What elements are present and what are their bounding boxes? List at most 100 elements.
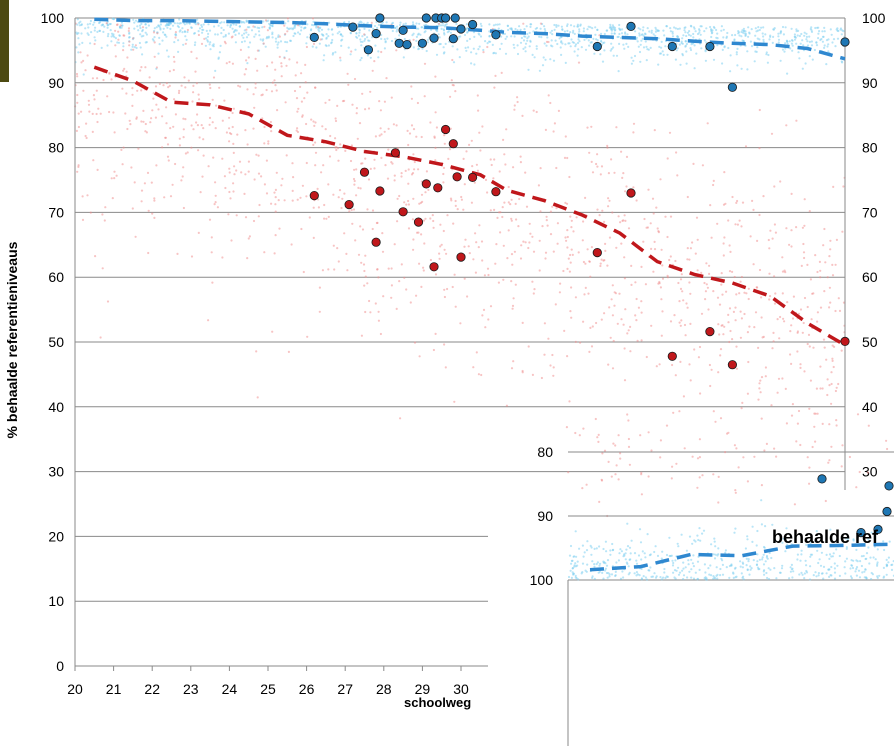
cloud-dot-red [544,251,548,254]
cloud-dot-blue [419,33,422,36]
cloud-dot-red [324,128,327,131]
cloud-dot-red [486,267,490,270]
data-point [398,207,408,217]
inset-cloud-dot [746,568,749,571]
data-point [390,148,400,158]
cloud-dot-red [416,101,419,105]
cloud-dot-red [82,89,85,92]
inset-cloud-dot [741,561,744,564]
cloud-dot-blue [178,18,181,21]
inset-cloud-dot [599,562,602,565]
cloud-dot-red [238,160,242,163]
inset-cloud-dot [859,560,862,563]
cloud-dot-red [566,202,569,205]
cloud-dot-red [113,177,116,180]
cloud-dot-red [514,202,517,205]
cloud-dot-red [400,175,403,178]
cloud-dot-red [334,117,337,120]
cloud-dot-red [812,346,815,349]
cloud-dot-blue [599,53,602,56]
cloud-dot-blue [516,44,519,47]
cloud-dot-red [567,471,570,474]
inset-cloud-dot [605,571,609,575]
cloud-dot-red [225,62,228,65]
cloud-dot-blue [394,26,397,29]
cloud-dot-blue [685,42,689,46]
inset-cloud-dot [571,567,575,570]
cloud-dot-red [740,407,743,410]
inset-cloud-dot [640,558,643,561]
cloud-dot-red [115,174,118,177]
cloud-dot-red [247,160,250,163]
cloud-dot-blue [758,38,761,41]
cloud-dot-red [819,276,822,279]
inset-cloud-dot-red [717,475,720,478]
cloud-dot-blue [625,42,628,46]
cloud-dot-red [140,120,143,123]
cloud-dot-red [635,199,638,202]
cloud-dot-red [824,499,827,503]
cloud-dot-red [150,117,153,120]
cloud-dot-blue [380,37,383,41]
cloud-dot-red [531,235,534,238]
cloud-dot-red [300,227,303,231]
cloud-dot-red [831,359,834,362]
cloud-dot-red [434,146,437,149]
cloud-dot-red [489,305,493,308]
cloud-dot-blue [564,43,567,46]
cloud-dot-blue [518,25,521,28]
cloud-dot-blue [339,59,342,62]
cloud-dot-blue [654,34,657,37]
cloud-dot-blue [75,31,78,34]
cloud-dot-blue [723,45,726,48]
cloud-dot-blue [801,67,804,70]
cloud-dot-red [369,167,372,170]
inset-cloud-dot [653,572,656,575]
cloud-dot-red [565,239,568,242]
cloud-dot-blue [167,55,170,58]
cloud-dot-red [797,312,801,315]
cloud-dot-red [799,443,802,447]
inset-cloud-dot [805,571,809,574]
cloud-dot-red [232,107,235,110]
cloud-dot-red [144,122,147,126]
cloud-dot-blue [650,31,653,34]
cloud-dot-blue [758,28,761,32]
cloud-dot-red [407,203,410,206]
inset-cloud-dot [749,565,752,568]
inset-cloud-dot [687,563,690,566]
cloud-dot-red [284,101,287,104]
main-trend-lines [93,17,846,347]
cloud-dot-red [532,250,536,253]
cloud-dot-red [278,55,281,59]
cloud-dot-red [830,371,833,374]
inset-cloud-dot [602,577,605,580]
cloud-dot-red [819,387,822,390]
cloud-dot-red [190,255,194,258]
cloud-dot-red [795,440,798,443]
cloud-dot-red [720,272,723,275]
cloud-dot-red [271,61,274,64]
cloud-dot-red [351,103,354,106]
cloud-dot-blue [524,50,527,53]
cloud-dot-blue [722,28,725,31]
inset-cloud-dot [779,571,782,574]
cloud-dot-red [640,339,643,342]
inset-cloud-dot [812,574,815,577]
inset-cloud-dot-red [724,451,727,454]
cloud-dot-blue [580,46,583,49]
cloud-dot-blue [300,29,303,32]
cloud-dot-blue [492,24,495,27]
cloud-dot-red [831,263,834,266]
cloud-dot-red [651,197,655,200]
cloud-dot-blue [138,24,142,27]
cloud-dot-red [231,125,234,129]
cloud-dot-blue [440,27,443,30]
cloud-dot-blue [247,33,250,36]
cloud-dot-blue [813,48,817,52]
inset-cloud-dot [868,562,871,565]
cloud-dot-red [668,258,671,262]
cloud-dot-red [806,305,809,309]
inset-cloud-dot [867,546,870,549]
inset-cloud-dot [606,559,610,562]
